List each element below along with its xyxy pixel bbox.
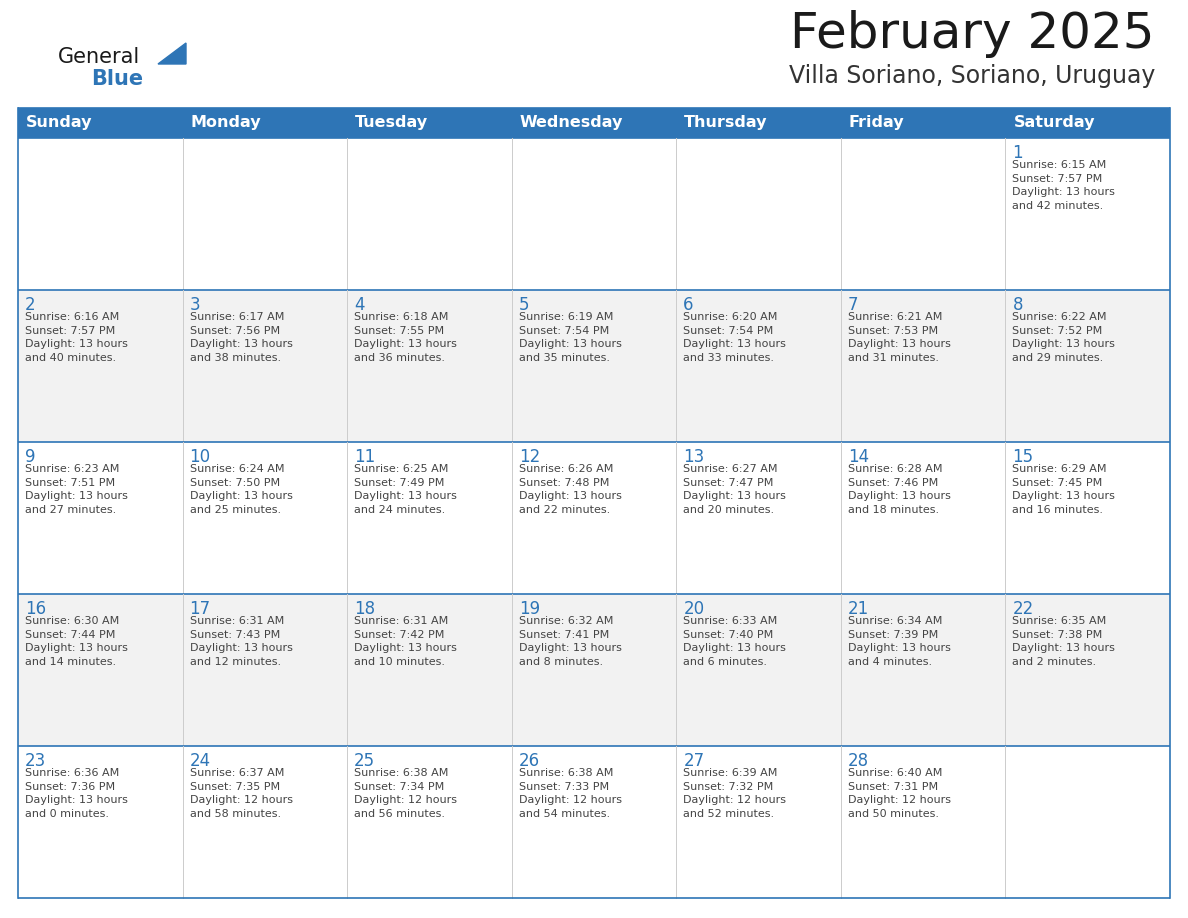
Text: Sunrise: 6:33 AM
Sunset: 7:40 PM
Daylight: 13 hours
and 6 minutes.: Sunrise: 6:33 AM Sunset: 7:40 PM Dayligh… bbox=[683, 616, 786, 666]
Text: Sunrise: 6:28 AM
Sunset: 7:46 PM
Daylight: 13 hours
and 18 minutes.: Sunrise: 6:28 AM Sunset: 7:46 PM Dayligh… bbox=[848, 464, 950, 515]
Text: Blue: Blue bbox=[91, 69, 143, 89]
Polygon shape bbox=[158, 43, 187, 64]
Text: 8: 8 bbox=[1012, 296, 1023, 314]
Text: 3: 3 bbox=[190, 296, 201, 314]
Text: Sunrise: 6:22 AM
Sunset: 7:52 PM
Daylight: 13 hours
and 29 minutes.: Sunrise: 6:22 AM Sunset: 7:52 PM Dayligh… bbox=[1012, 312, 1116, 363]
Text: 27: 27 bbox=[683, 752, 704, 770]
Text: 22: 22 bbox=[1012, 600, 1034, 618]
Text: 16: 16 bbox=[25, 600, 46, 618]
Text: Saturday: Saturday bbox=[1013, 116, 1095, 130]
Text: 28: 28 bbox=[848, 752, 868, 770]
Text: Thursday: Thursday bbox=[684, 116, 767, 130]
Text: 20: 20 bbox=[683, 600, 704, 618]
Text: Sunrise: 6:38 AM
Sunset: 7:34 PM
Daylight: 12 hours
and 56 minutes.: Sunrise: 6:38 AM Sunset: 7:34 PM Dayligh… bbox=[354, 768, 457, 819]
Text: Sunrise: 6:25 AM
Sunset: 7:49 PM
Daylight: 13 hours
and 24 minutes.: Sunrise: 6:25 AM Sunset: 7:49 PM Dayligh… bbox=[354, 464, 457, 515]
Text: 6: 6 bbox=[683, 296, 694, 314]
Text: 1: 1 bbox=[1012, 144, 1023, 162]
Text: Sunrise: 6:19 AM
Sunset: 7:54 PM
Daylight: 13 hours
and 35 minutes.: Sunrise: 6:19 AM Sunset: 7:54 PM Dayligh… bbox=[519, 312, 621, 363]
Text: Sunrise: 6:29 AM
Sunset: 7:45 PM
Daylight: 13 hours
and 16 minutes.: Sunrise: 6:29 AM Sunset: 7:45 PM Dayligh… bbox=[1012, 464, 1116, 515]
Text: February 2025: February 2025 bbox=[790, 10, 1155, 58]
Text: Sunrise: 6:35 AM
Sunset: 7:38 PM
Daylight: 13 hours
and 2 minutes.: Sunrise: 6:35 AM Sunset: 7:38 PM Dayligh… bbox=[1012, 616, 1116, 666]
Bar bbox=[18, 746, 1170, 898]
Text: 25: 25 bbox=[354, 752, 375, 770]
Text: Sunrise: 6:40 AM
Sunset: 7:31 PM
Daylight: 12 hours
and 50 minutes.: Sunrise: 6:40 AM Sunset: 7:31 PM Dayligh… bbox=[848, 768, 950, 819]
Text: Sunrise: 6:20 AM
Sunset: 7:54 PM
Daylight: 13 hours
and 33 minutes.: Sunrise: 6:20 AM Sunset: 7:54 PM Dayligh… bbox=[683, 312, 786, 363]
Text: 2: 2 bbox=[25, 296, 36, 314]
Text: Tuesday: Tuesday bbox=[355, 116, 428, 130]
Text: Sunrise: 6:15 AM
Sunset: 7:57 PM
Daylight: 13 hours
and 42 minutes.: Sunrise: 6:15 AM Sunset: 7:57 PM Dayligh… bbox=[1012, 160, 1116, 211]
Text: Sunrise: 6:30 AM
Sunset: 7:44 PM
Daylight: 13 hours
and 14 minutes.: Sunrise: 6:30 AM Sunset: 7:44 PM Dayligh… bbox=[25, 616, 128, 666]
Text: Sunrise: 6:26 AM
Sunset: 7:48 PM
Daylight: 13 hours
and 22 minutes.: Sunrise: 6:26 AM Sunset: 7:48 PM Dayligh… bbox=[519, 464, 621, 515]
Text: 13: 13 bbox=[683, 448, 704, 466]
Text: 24: 24 bbox=[190, 752, 210, 770]
Text: Sunrise: 6:18 AM
Sunset: 7:55 PM
Daylight: 13 hours
and 36 minutes.: Sunrise: 6:18 AM Sunset: 7:55 PM Dayligh… bbox=[354, 312, 457, 363]
Text: 21: 21 bbox=[848, 600, 870, 618]
Text: 12: 12 bbox=[519, 448, 541, 466]
Bar bbox=[18, 442, 1170, 594]
Text: 18: 18 bbox=[354, 600, 375, 618]
Text: 15: 15 bbox=[1012, 448, 1034, 466]
Text: Sunrise: 6:39 AM
Sunset: 7:32 PM
Daylight: 12 hours
and 52 minutes.: Sunrise: 6:39 AM Sunset: 7:32 PM Dayligh… bbox=[683, 768, 786, 819]
Text: Monday: Monday bbox=[190, 116, 261, 130]
Text: Wednesday: Wednesday bbox=[519, 116, 623, 130]
Text: Sunrise: 6:34 AM
Sunset: 7:39 PM
Daylight: 13 hours
and 4 minutes.: Sunrise: 6:34 AM Sunset: 7:39 PM Dayligh… bbox=[848, 616, 950, 666]
Text: Sunrise: 6:32 AM
Sunset: 7:41 PM
Daylight: 13 hours
and 8 minutes.: Sunrise: 6:32 AM Sunset: 7:41 PM Dayligh… bbox=[519, 616, 621, 666]
Text: 26: 26 bbox=[519, 752, 539, 770]
Text: Sunrise: 6:31 AM
Sunset: 7:43 PM
Daylight: 13 hours
and 12 minutes.: Sunrise: 6:31 AM Sunset: 7:43 PM Dayligh… bbox=[190, 616, 292, 666]
Text: 5: 5 bbox=[519, 296, 529, 314]
Text: 17: 17 bbox=[190, 600, 210, 618]
Text: 11: 11 bbox=[354, 448, 375, 466]
Text: 23: 23 bbox=[25, 752, 46, 770]
Text: Sunrise: 6:21 AM
Sunset: 7:53 PM
Daylight: 13 hours
and 31 minutes.: Sunrise: 6:21 AM Sunset: 7:53 PM Dayligh… bbox=[848, 312, 950, 363]
Text: Sunrise: 6:23 AM
Sunset: 7:51 PM
Daylight: 13 hours
and 27 minutes.: Sunrise: 6:23 AM Sunset: 7:51 PM Dayligh… bbox=[25, 464, 128, 515]
Text: Friday: Friday bbox=[849, 116, 904, 130]
Bar bbox=[18, 594, 1170, 746]
Text: 10: 10 bbox=[190, 448, 210, 466]
Text: Sunrise: 6:36 AM
Sunset: 7:36 PM
Daylight: 13 hours
and 0 minutes.: Sunrise: 6:36 AM Sunset: 7:36 PM Dayligh… bbox=[25, 768, 128, 819]
Text: 7: 7 bbox=[848, 296, 859, 314]
Text: 14: 14 bbox=[848, 448, 868, 466]
Text: Sunrise: 6:16 AM
Sunset: 7:57 PM
Daylight: 13 hours
and 40 minutes.: Sunrise: 6:16 AM Sunset: 7:57 PM Dayligh… bbox=[25, 312, 128, 363]
Text: Sunrise: 6:31 AM
Sunset: 7:42 PM
Daylight: 13 hours
and 10 minutes.: Sunrise: 6:31 AM Sunset: 7:42 PM Dayligh… bbox=[354, 616, 457, 666]
Text: Sunday: Sunday bbox=[26, 116, 93, 130]
Bar bbox=[18, 138, 1170, 290]
Bar bbox=[18, 108, 1170, 138]
Text: General: General bbox=[58, 47, 140, 67]
Text: Sunrise: 6:27 AM
Sunset: 7:47 PM
Daylight: 13 hours
and 20 minutes.: Sunrise: 6:27 AM Sunset: 7:47 PM Dayligh… bbox=[683, 464, 786, 515]
Text: Villa Soriano, Soriano, Uruguay: Villa Soriano, Soriano, Uruguay bbox=[789, 64, 1155, 88]
Text: Sunrise: 6:17 AM
Sunset: 7:56 PM
Daylight: 13 hours
and 38 minutes.: Sunrise: 6:17 AM Sunset: 7:56 PM Dayligh… bbox=[190, 312, 292, 363]
Text: Sunrise: 6:37 AM
Sunset: 7:35 PM
Daylight: 12 hours
and 58 minutes.: Sunrise: 6:37 AM Sunset: 7:35 PM Dayligh… bbox=[190, 768, 292, 819]
Text: 19: 19 bbox=[519, 600, 539, 618]
Text: 4: 4 bbox=[354, 296, 365, 314]
Bar bbox=[18, 290, 1170, 442]
Text: Sunrise: 6:24 AM
Sunset: 7:50 PM
Daylight: 13 hours
and 25 minutes.: Sunrise: 6:24 AM Sunset: 7:50 PM Dayligh… bbox=[190, 464, 292, 515]
Text: 9: 9 bbox=[25, 448, 36, 466]
Text: Sunrise: 6:38 AM
Sunset: 7:33 PM
Daylight: 12 hours
and 54 minutes.: Sunrise: 6:38 AM Sunset: 7:33 PM Dayligh… bbox=[519, 768, 621, 819]
